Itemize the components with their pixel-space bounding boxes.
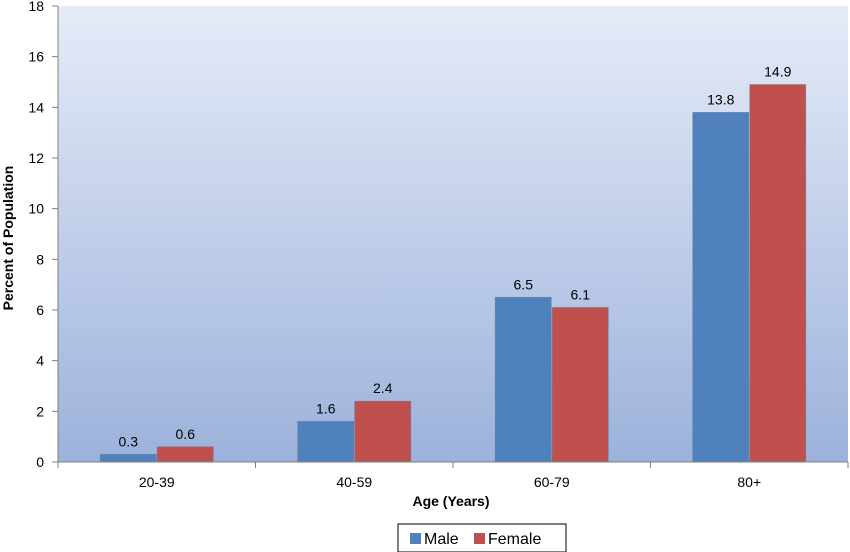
x-axis-title: Age (Years): [412, 493, 489, 509]
bar-male-1: [99, 453, 157, 463]
y-tick-label: 2: [36, 403, 44, 419]
bar-female-2: [354, 400, 412, 463]
legend-swatch-male: [410, 533, 421, 544]
y-tick-label: 8: [36, 251, 44, 267]
legend-label-male: Male: [424, 531, 459, 548]
x-tick-label: 60-79: [534, 474, 570, 490]
data-label: 0.3: [119, 433, 139, 449]
bar-female-1: [156, 446, 214, 463]
y-tick-label: 18: [28, 0, 44, 14]
y-tick-label: 4: [36, 353, 44, 369]
x-tick-label: 80+: [737, 474, 761, 490]
data-label: 6.1: [571, 286, 591, 302]
y-tick-label: 16: [28, 49, 44, 65]
data-labels: 0.3 0.6 1.6 2.4 6.5 6.1 13.8 14.9: [119, 64, 792, 450]
x-tick-label: 40-59: [336, 474, 372, 490]
y-tick-label: 6: [36, 302, 44, 318]
bar-male-4: [692, 112, 750, 463]
bar-male-2: [297, 421, 355, 463]
y-axis-ticks: 0 2 4 6 8 10 12 14 16 18: [28, 0, 58, 470]
x-tick-label: 20-39: [139, 474, 175, 490]
data-label: 0.6: [176, 426, 196, 442]
data-label: 14.9: [764, 64, 791, 80]
bars: [99, 84, 807, 463]
y-tick-label: 12: [28, 150, 44, 166]
legend-swatch-female: [474, 533, 485, 544]
y-tick-label: 14: [28, 99, 44, 115]
y-tick-label: 10: [28, 201, 44, 217]
bar-male-3: [494, 296, 552, 463]
x-axis-ticks: 20-39 40-59 60-79 80+: [57, 462, 849, 490]
data-label: 1.6: [316, 400, 336, 416]
legend-label-female: Female: [488, 531, 541, 548]
y-tick-label: 0: [36, 454, 44, 470]
data-label: 6.5: [514, 276, 534, 292]
bar-female-4: [749, 84, 807, 463]
data-label: 2.4: [373, 380, 393, 396]
bar-female-3: [551, 307, 609, 463]
legend: Male Female: [397, 523, 567, 552]
y-axis-title: Percent of Population: [0, 166, 16, 311]
data-label: 13.8: [707, 91, 734, 107]
